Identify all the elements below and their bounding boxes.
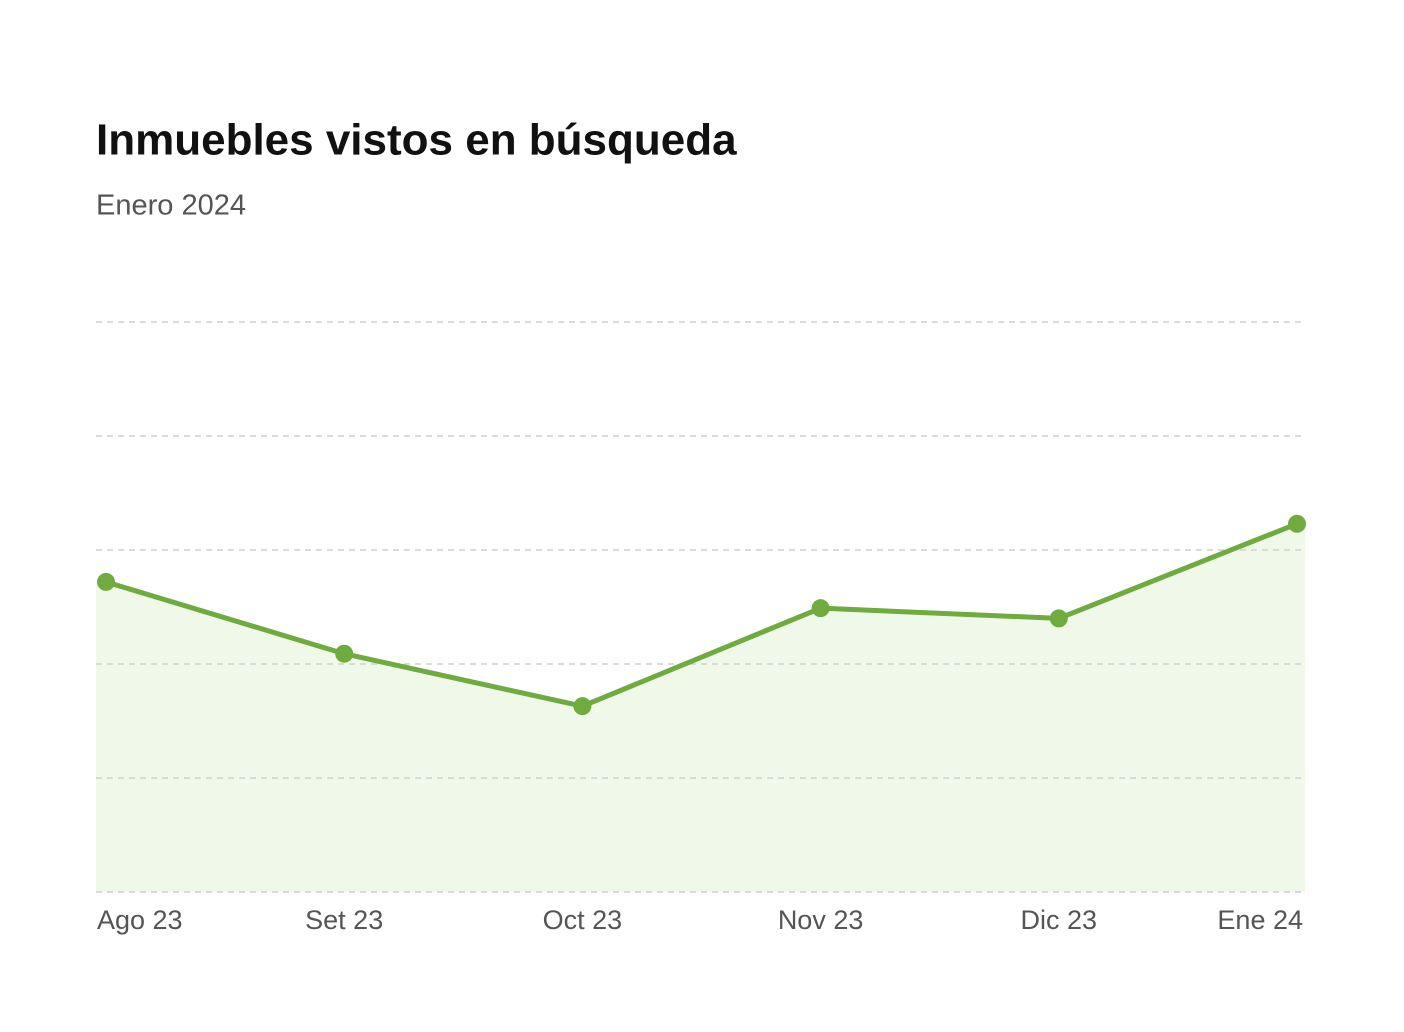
point [1288, 514, 1306, 533]
point [1049, 609, 1068, 628]
chart-subtitle: Enero 2024 [96, 190, 246, 222]
x-tick-label: Ene 24 [1217, 905, 1303, 935]
point [811, 599, 830, 618]
x-tick-label: Oct 23 [543, 905, 623, 935]
point [335, 644, 354, 663]
chart-title: Inmuebles vistos en búsqueda [96, 116, 737, 165]
x-tick-label: Dic 23 [1021, 905, 1098, 935]
area [96, 523, 1305, 892]
point [573, 697, 592, 716]
x-tick-label: Ago 23 [97, 905, 183, 935]
point [97, 572, 115, 591]
x-tick-label: Nov 23 [778, 905, 864, 935]
line [105, 521, 1298, 709]
x-tick-label: Set 23 [305, 905, 383, 935]
